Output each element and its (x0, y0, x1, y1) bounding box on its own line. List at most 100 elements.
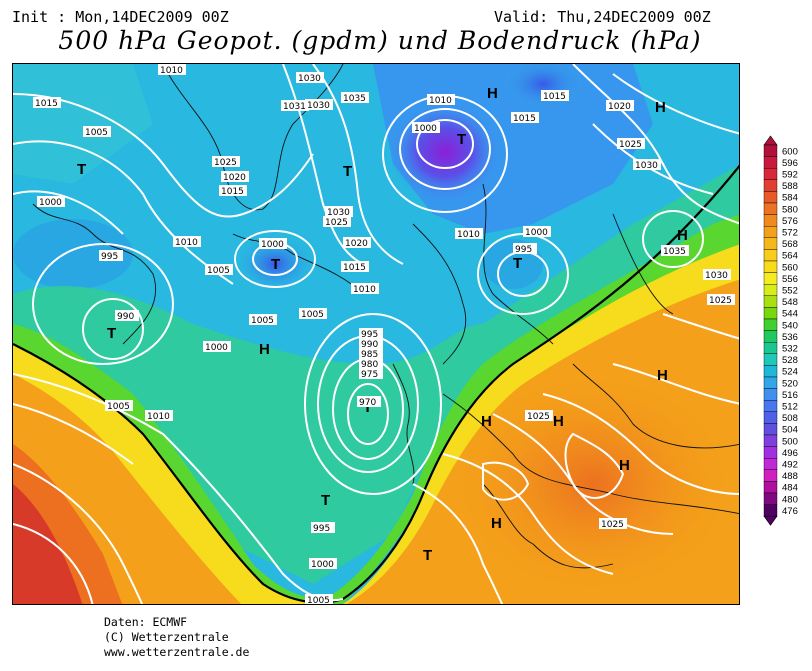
legend-label: 480 (782, 494, 798, 505)
field-red-sw (13, 484, 83, 604)
svg-text:1020: 1020 (608, 102, 631, 112)
high-mark: H (657, 367, 668, 384)
legend-swatch (763, 365, 778, 378)
legend-swatch (763, 179, 778, 192)
high-mark: H (619, 457, 630, 474)
svg-text:1025: 1025 (325, 218, 348, 228)
isobar-label: 1015 (541, 90, 569, 102)
isobar-label: 1025 (599, 518, 627, 530)
isobar-label: 1025 (212, 156, 240, 168)
legend-label: 492 (782, 460, 798, 471)
legend-swatch (763, 249, 778, 262)
isobar-label: 1031 (281, 100, 309, 112)
svg-text:1020: 1020 (345, 239, 368, 249)
legend-swatch (763, 214, 778, 227)
high-mark: H (487, 85, 498, 102)
legend-swatch (763, 469, 778, 482)
isobar-label: 1025 (617, 138, 645, 150)
legend-swatch (763, 295, 778, 308)
isobar-label: 990 (115, 310, 139, 322)
low-mark: T (343, 163, 352, 180)
legend-swatch (763, 376, 778, 389)
svg-text:1015: 1015 (513, 114, 536, 124)
low-mark: T (107, 325, 116, 342)
legend-label: 540 (782, 320, 798, 331)
svg-text:1010: 1010 (147, 412, 170, 422)
isobar-label: 1015 (33, 97, 61, 109)
svg-text:1020: 1020 (223, 173, 246, 183)
legend-arrow-top (763, 135, 778, 146)
legend-label: 536 (782, 332, 798, 343)
legend-swatch (763, 330, 778, 343)
svg-text:995: 995 (515, 245, 532, 255)
legend-label: 572 (782, 228, 798, 239)
isobar-label: 995 (513, 243, 537, 255)
legend-label: 528 (782, 355, 798, 366)
legend-swatch (763, 458, 778, 471)
legend-swatch (763, 318, 778, 331)
isobar-label: 1015 (341, 261, 369, 273)
svg-text:980: 980 (361, 360, 378, 370)
svg-text:1035: 1035 (663, 247, 686, 257)
isobar-label: 1015 (511, 112, 539, 124)
svg-text:1030: 1030 (327, 208, 350, 218)
low-mark: T (363, 399, 372, 416)
svg-text:1025: 1025 (619, 140, 642, 150)
data-source: Daten: ECMWF (104, 615, 188, 629)
svg-text:1010: 1010 (160, 66, 183, 76)
svg-text:1025: 1025 (601, 520, 624, 530)
field-orange-core (453, 374, 733, 594)
legend-swatch (763, 144, 778, 157)
legend-swatch (763, 492, 778, 505)
svg-text:995: 995 (313, 524, 330, 534)
system-marks: T T T T T T T T T H H H H H H H H H (77, 85, 688, 564)
svg-text:1015: 1015 (543, 92, 566, 102)
legend-swatch (763, 481, 778, 494)
svg-text:1000: 1000 (311, 560, 334, 570)
legend-swatch (763, 237, 778, 250)
svg-text:1025: 1025 (214, 158, 237, 168)
legend-swatch (763, 353, 778, 366)
isobar-label: 1030 (633, 159, 661, 171)
isobar-label: 970 (357, 396, 381, 408)
isobar-label: 1030 (703, 269, 731, 281)
low-mark: T (457, 131, 466, 148)
legend-swatch (763, 446, 778, 459)
svg-text:1000: 1000 (525, 228, 548, 238)
isobar-label: 1005 (249, 314, 277, 326)
legend-label: 488 (782, 471, 798, 482)
legend-swatch (763, 260, 778, 273)
legend-label: 584 (782, 193, 798, 204)
high-mark: H (655, 99, 666, 116)
svg-text:985: 985 (361, 350, 378, 360)
svg-text:1000: 1000 (205, 343, 228, 353)
low-mark: T (271, 256, 280, 273)
isobar-label: 1035 (341, 92, 369, 104)
svg-text:1010: 1010 (457, 230, 480, 240)
legend-label: 524 (782, 367, 798, 378)
isobar-label: 1025 (525, 410, 553, 422)
legend-label: 560 (782, 262, 798, 273)
svg-text:1005: 1005 (251, 316, 274, 326)
svg-text:1015: 1015 (343, 263, 366, 273)
svg-text:1010: 1010 (175, 238, 198, 248)
isobar-label: 1025 (707, 294, 735, 306)
isobar-label: 1015 (219, 185, 247, 197)
svg-text:1030: 1030 (635, 161, 658, 171)
svg-text:970: 970 (359, 398, 376, 408)
svg-text:1010: 1010 (353, 285, 376, 295)
svg-text:1000: 1000 (261, 240, 284, 250)
legend-label: 516 (782, 390, 798, 401)
legend-label: 476 (782, 506, 798, 517)
coastlines (32, 64, 739, 569)
legend-label: 544 (782, 309, 798, 320)
legend-swatch (763, 307, 778, 320)
legend-label: 568 (782, 239, 798, 250)
isobar-label: 1010 (351, 283, 379, 295)
chart-title: 500 hPa Geopot. (gpdm) und Bodendruck (h… (58, 26, 702, 55)
isobar-label: 1030 (305, 99, 333, 111)
svg-text:1030: 1030 (307, 101, 330, 111)
footer-credits: Daten: ECMWF (C) Wetterzentrale www.wett… (104, 615, 249, 660)
legend-swatch (763, 191, 778, 204)
svg-text:1031: 1031 (283, 102, 306, 112)
